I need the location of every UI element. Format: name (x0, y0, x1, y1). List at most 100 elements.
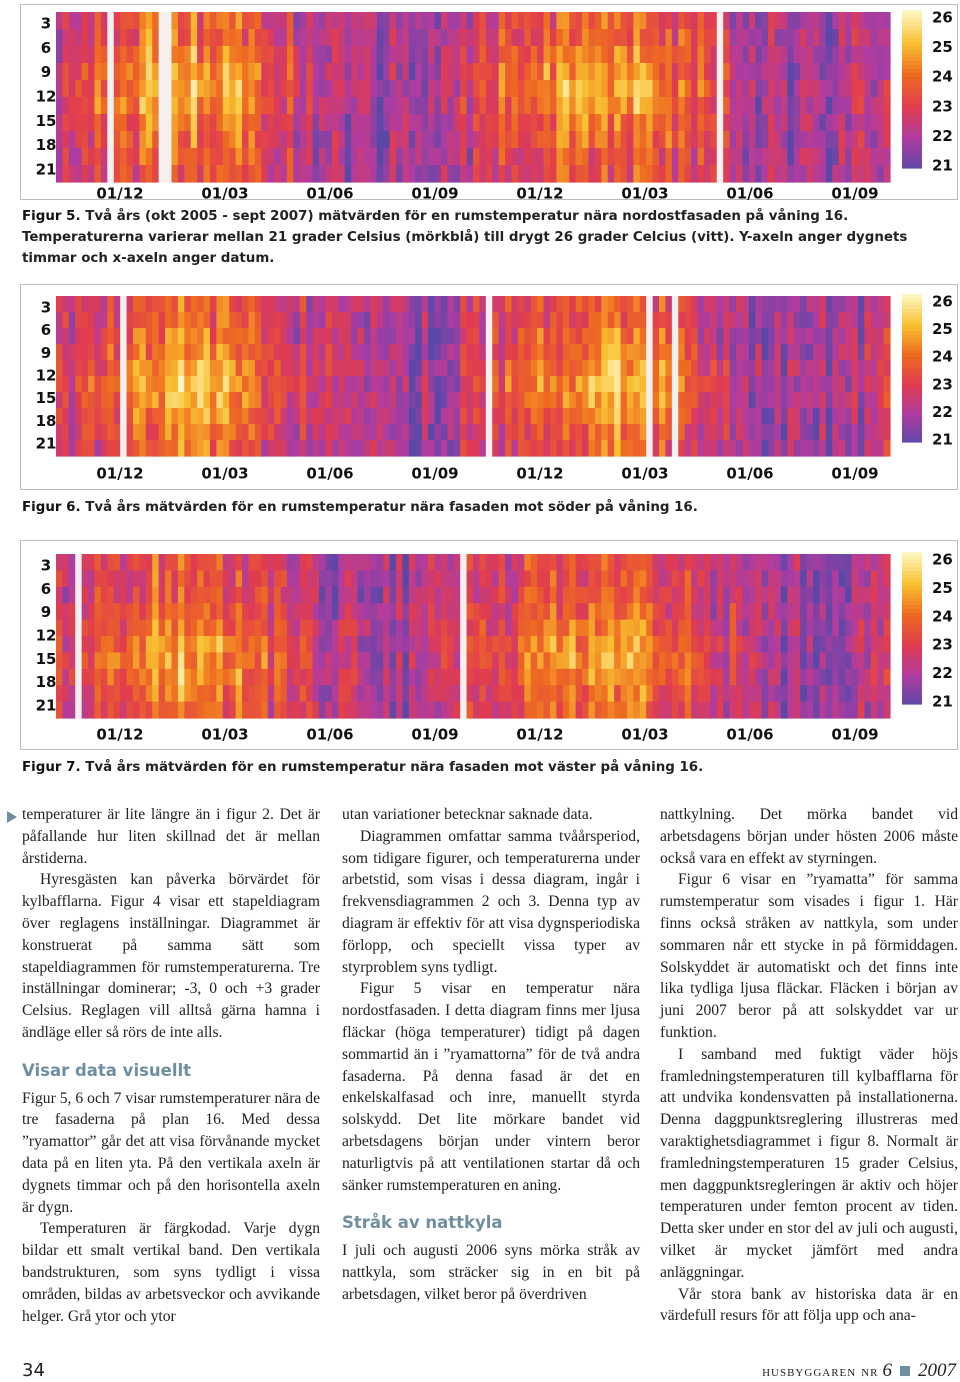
heatmap-cell (383, 570, 391, 588)
heatmap-cell (838, 114, 846, 132)
heatmap-cell (575, 29, 583, 47)
heatmap-cell (498, 360, 506, 377)
heatmap-cell (524, 603, 532, 621)
heatmap-cell (299, 114, 307, 132)
heatmap-cell (537, 586, 545, 604)
heatmap-cell (774, 46, 782, 64)
colorbar-segment (902, 301, 922, 306)
heatmap-cell (280, 328, 288, 345)
heatmap-cell (793, 408, 801, 425)
colorbar-segment (902, 128, 922, 134)
heatmap-cell (389, 344, 397, 361)
heatmap-cell (691, 312, 699, 329)
heatmap-cell (774, 701, 782, 719)
heatmap-cell (492, 328, 500, 345)
heatmap-cell (851, 603, 859, 621)
heatmap-cell (659, 701, 667, 719)
heatmap-cell (428, 131, 436, 149)
heatmap-cell (806, 408, 814, 425)
heatmap-cell (145, 296, 153, 313)
heatmap-cell (473, 570, 481, 588)
heatmap-cell (832, 701, 840, 719)
heatmap-cell (806, 586, 814, 604)
heatmap-cell (549, 619, 557, 637)
heatmap-cell (742, 570, 750, 588)
heatmap-cell (466, 424, 474, 441)
heatmap-cell (139, 636, 147, 653)
heatmap-cell (165, 165, 173, 183)
heatmap-cell (197, 685, 205, 703)
heatmap-cell (325, 652, 333, 670)
heatmap-cell (710, 328, 718, 345)
heatmap-cell (697, 344, 705, 361)
heatmap-cell (197, 636, 205, 653)
heatmap-cell (800, 97, 808, 115)
heatmap-cell (434, 701, 442, 719)
heatmap-cell (254, 328, 262, 345)
heatmap-cell (177, 312, 185, 329)
heatmap-cell (235, 165, 243, 183)
heatmap-cell (678, 392, 686, 409)
page-number: 34 (22, 1360, 45, 1381)
heatmap-cell (549, 636, 557, 653)
heatmap-cell (537, 668, 545, 686)
heatmap-cell (543, 114, 551, 132)
heatmap-cell (813, 668, 821, 686)
heatmap-cell (88, 685, 96, 703)
heatmap-cell (75, 376, 83, 393)
y-tick-label: 9 (41, 344, 51, 362)
heatmap-cell (768, 440, 776, 457)
heatmap-cell (254, 148, 262, 166)
heatmap-cell (562, 165, 570, 183)
heatmap-cell (582, 570, 590, 588)
heatmap-cell (351, 652, 359, 670)
heatmap-cell (569, 360, 577, 377)
heatmap-cell (787, 360, 795, 377)
heatmap-cell (800, 392, 808, 409)
colorbar-segment (902, 401, 922, 406)
heatmap-cell (736, 408, 744, 425)
heatmap-cell (633, 80, 641, 98)
heatmap-cell (492, 619, 500, 637)
heatmap-cell (659, 131, 667, 149)
heatmap-cell (774, 554, 782, 571)
heatmap-cell (286, 360, 294, 377)
heatmap-cell (742, 63, 750, 81)
heatmap-cell (697, 12, 705, 30)
heatmap-cell (793, 296, 801, 313)
heatmap-cell (549, 586, 557, 604)
heatmap-cell (100, 424, 108, 441)
heatmap-cell (351, 668, 359, 686)
heatmap-cell (626, 701, 634, 719)
heatmap-cell (582, 392, 590, 409)
heatmap-cell (793, 701, 801, 719)
heatmap-cell (633, 46, 641, 64)
heatmap-cell (338, 424, 346, 441)
heatmap-cell (511, 668, 519, 686)
heatmap-cell (716, 685, 724, 703)
heatmap-cell (614, 636, 622, 653)
heatmap-cell (113, 12, 121, 30)
heatmap-cell (569, 603, 577, 621)
heatmap-cell (190, 570, 198, 588)
heatmap-cell (716, 636, 724, 653)
heatmap-cell (594, 408, 602, 425)
heatmap-cell (331, 296, 339, 313)
heatmap-cell (594, 668, 602, 686)
heatmap-cell (832, 63, 840, 81)
heatmap-cell (549, 63, 557, 81)
heatmap-cell (755, 376, 763, 393)
heatmap-cell (113, 328, 121, 345)
heatmap-cell (505, 408, 513, 425)
heatmap-cell (710, 63, 718, 81)
heatmap-cell (652, 636, 660, 653)
heatmap-cell (306, 586, 314, 604)
heatmap-cell (652, 701, 660, 719)
heatmap-cell (543, 312, 551, 329)
heatmap-cell (408, 603, 416, 621)
heatmap-cell (56, 570, 64, 588)
x-tick-label: 01/06 (726, 726, 773, 744)
heatmap-cell (126, 328, 134, 345)
heatmap-cell (588, 165, 596, 183)
heatmap-cell (242, 685, 250, 703)
